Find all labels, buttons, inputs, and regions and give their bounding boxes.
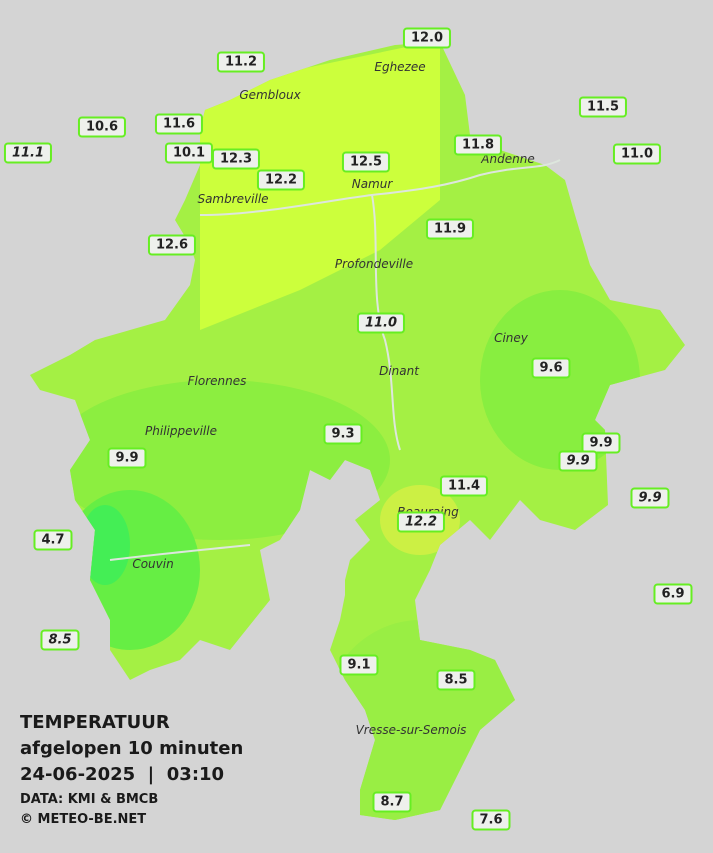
station-temp: 8.7 <box>372 791 412 813</box>
station-temp: 11.9 <box>425 218 475 240</box>
station-temp: 9.9 <box>107 447 147 469</box>
station-temp: 11.1 <box>3 142 53 164</box>
station-temp: 4.7 <box>33 529 73 551</box>
station-temp: 11.5 <box>578 96 628 118</box>
city-label: Florennes <box>187 374 247 388</box>
credit: © METEO-BE.NET <box>20 812 147 827</box>
station-temp: 9.9 <box>630 487 670 509</box>
station-temp: 9.3 <box>323 423 363 445</box>
city-label: Andenne <box>481 152 535 166</box>
station-temp: 10.6 <box>77 116 127 138</box>
subtitle: afgelopen 10 minuten <box>20 738 244 759</box>
station-temp: 9.6 <box>531 357 571 379</box>
station-temp: 10.1 <box>164 142 214 164</box>
city-label: Dinant <box>379 364 419 378</box>
city-label: Namur <box>351 177 393 191</box>
city-label: Ciney <box>494 331 528 345</box>
station-temp: 9.9 <box>558 450 598 472</box>
city-label: Philippeville <box>145 424 217 438</box>
station-temp: 12.0 <box>402 27 452 49</box>
station-temp: 9.9 <box>581 432 621 454</box>
city-label: Sambreville <box>197 192 269 206</box>
station-temp: 7.6 <box>471 809 511 831</box>
city-label: Eghezee <box>374 60 426 74</box>
station-temp: 6.9 <box>653 583 693 605</box>
station-temp: 8.5 <box>40 629 80 651</box>
station-temp: 9.1 <box>339 654 379 676</box>
title: TEMPERATUUR <box>20 712 170 733</box>
station-temp: 11.4 <box>439 475 489 497</box>
station-temp: 11.0 <box>356 312 406 334</box>
credit: DATA: KMI & BMCB <box>20 792 159 807</box>
timestamp: 24-06-2025 | 03:10 <box>20 764 225 785</box>
station-temp: 12.5 <box>341 151 391 173</box>
city-label: Profondeville <box>334 257 414 271</box>
station-temp: 11.6 <box>154 113 204 135</box>
river <box>109 159 561 561</box>
city-label: Vresse-sur-Semois <box>355 723 467 737</box>
station-temp: 12.2 <box>396 511 446 533</box>
station-temp: 12.2 <box>256 169 306 191</box>
city-label: Couvin <box>132 557 174 571</box>
station-temp: 8.5 <box>436 669 476 691</box>
city-label: Gembloux <box>239 88 301 102</box>
station-temp: 11.8 <box>453 134 503 156</box>
station-temp: 11.2 <box>216 51 266 73</box>
station-temp: 12.3 <box>211 148 261 170</box>
station-temp: 12.6 <box>147 234 197 256</box>
station-temp: 11.0 <box>612 143 662 165</box>
